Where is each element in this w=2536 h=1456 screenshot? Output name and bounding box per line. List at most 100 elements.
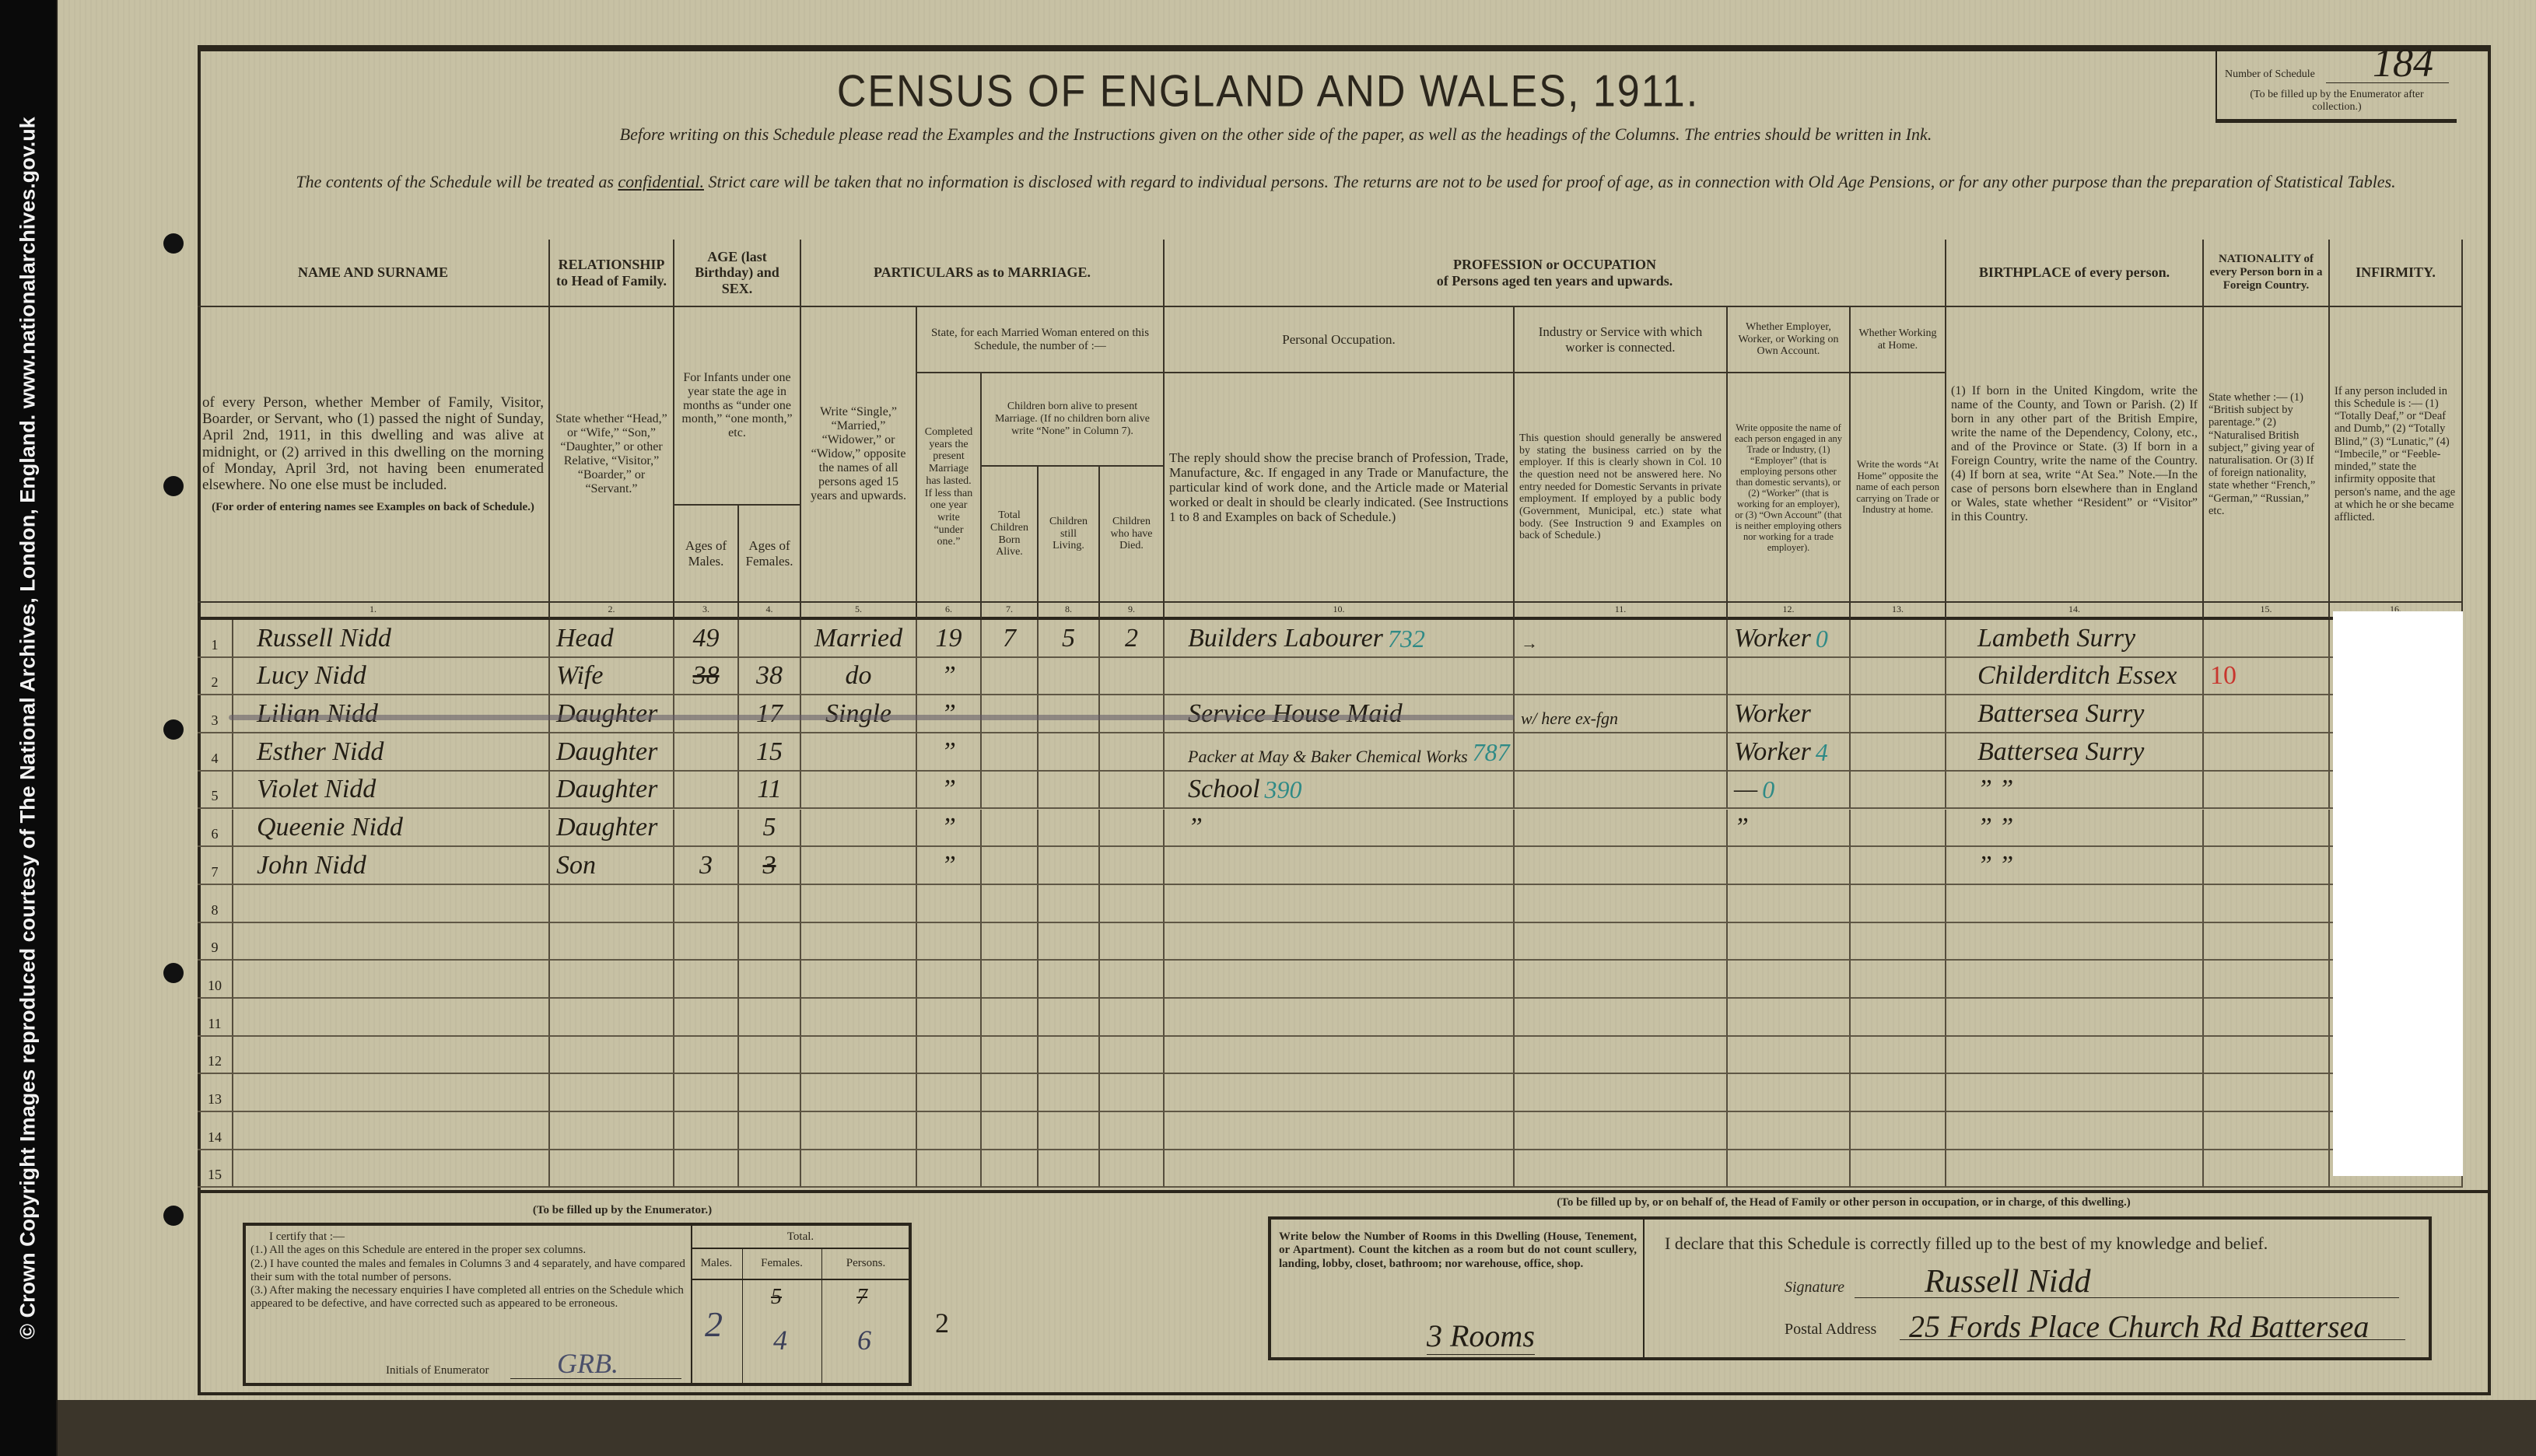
cell-occupation-value: Builders Labourer xyxy=(1188,623,1383,653)
cell-relationship: Son xyxy=(550,847,674,885)
cell-employment: Worker xyxy=(1728,695,1851,734)
table-cell xyxy=(1946,1150,2204,1188)
table-cell xyxy=(982,1150,1039,1188)
cell-occupation-value: Service House Maid xyxy=(1188,699,1403,729)
cell-occupation: School 390 xyxy=(1165,771,1515,810)
cell-relationship-value: Daughter xyxy=(556,775,658,804)
header-home-desc: Write the words “At Home” opposite the n… xyxy=(1851,373,1946,603)
binder-hole xyxy=(163,476,184,496)
column-number: 6. xyxy=(917,603,982,620)
table-cell xyxy=(550,884,674,923)
header-age-females-text: Ages of Females. xyxy=(745,538,793,569)
column-number-text: 7. xyxy=(1006,604,1013,615)
certify-item-1: (1.) All the ages on this Schedule are e… xyxy=(250,1244,587,1257)
cell-age-female: 17 xyxy=(739,695,801,734)
initials-label: Initials of Enumerator xyxy=(386,1364,489,1377)
table-cell xyxy=(982,809,1039,848)
table-cell xyxy=(1946,1036,2204,1075)
table-cell xyxy=(2204,1074,2330,1113)
table-cell xyxy=(1851,733,1946,772)
table-cell xyxy=(982,733,1039,772)
cell-occupation: Builders Labourer 732 xyxy=(1165,620,1515,658)
column-number: 9. xyxy=(1100,603,1165,620)
table-cell xyxy=(1728,657,1851,696)
table-cell xyxy=(801,1036,917,1075)
cell-birthplace-value: ” ” xyxy=(1977,775,2014,804)
cell-name-value: Russell Nidd xyxy=(257,623,391,653)
table-cell xyxy=(1728,1150,1851,1188)
table-cell xyxy=(982,1074,1039,1113)
table-cell xyxy=(982,1112,1039,1150)
table-cell xyxy=(1851,620,1946,658)
table-cell xyxy=(2204,1036,2330,1075)
header-infirmity-text: INFIRMITY. xyxy=(2356,264,2436,281)
table-cell xyxy=(1728,847,1851,885)
cell-employment-value: Worker xyxy=(1734,737,1811,766)
table-cell xyxy=(1165,847,1515,885)
cell-relationship-value: Head xyxy=(556,623,614,653)
header-home-text: Whether Working at Home. xyxy=(1858,327,1937,352)
table-cell xyxy=(1039,884,1100,923)
table-cell xyxy=(2204,695,2330,734)
cell-name: John Nidd xyxy=(233,847,550,885)
table-cell xyxy=(1165,1074,1515,1113)
table-cell xyxy=(550,922,674,961)
row-number: 4 xyxy=(198,733,233,772)
column-number: 5. xyxy=(801,603,917,620)
table-cell xyxy=(674,809,739,848)
table-cell xyxy=(1165,999,1515,1037)
row-number: 1 xyxy=(198,620,233,658)
column-number-text: 14. xyxy=(2068,604,2080,615)
header-children-living-text: Children still Living. xyxy=(1049,515,1088,552)
cell-employment-value: Worker xyxy=(1734,699,1811,729)
column-number: 15. xyxy=(2204,603,2330,620)
table-cell xyxy=(1851,1150,1946,1188)
number-of-rooms: 3 Rooms xyxy=(1427,1318,1535,1355)
row-number: 10 xyxy=(198,961,233,999)
row-number: 3 xyxy=(198,695,233,734)
table-cell xyxy=(1515,809,1728,848)
cell-employment-value: ” xyxy=(1734,813,1749,842)
persons-total: 6 xyxy=(857,1325,871,1356)
cell-occupation: ” xyxy=(1165,809,1515,848)
header-relationship-desc: State whether “Head,” or “Wife,” “Son,” … xyxy=(550,307,674,603)
header-profession-title: PROFESSION or OCCUPATION xyxy=(1452,257,1657,273)
table-cell xyxy=(982,884,1039,923)
table-cell xyxy=(1728,999,1851,1037)
table-cell xyxy=(1851,1074,1946,1113)
cell-name-value: Esther Nidd xyxy=(257,737,384,766)
certify-item-2: (2.) I have counted the males and female… xyxy=(250,1257,685,1283)
schedule-number-rule xyxy=(2326,82,2449,83)
table-cell xyxy=(1851,809,1946,848)
cell-birthplace: ” ” xyxy=(1946,809,2204,848)
table-cell xyxy=(1165,1036,1515,1075)
header-age-males: Ages of Males. xyxy=(674,506,739,603)
cell-nationality: 10 xyxy=(2204,657,2330,696)
cell-years-married-value: ” xyxy=(941,850,956,880)
header-name-desc: of every Person, whether Member of Famil… xyxy=(198,307,550,603)
table-cell xyxy=(1728,922,1851,961)
table-cell xyxy=(982,961,1039,999)
cell-employment: —0 xyxy=(1728,771,1851,810)
bottom-divider xyxy=(198,1190,2491,1193)
table-cell xyxy=(1946,961,2204,999)
table-cell xyxy=(982,999,1039,1037)
row-number: 15 xyxy=(198,1150,233,1188)
table-cell xyxy=(1100,771,1165,810)
header-occupation-desc: The reply should show the precise branch… xyxy=(1165,373,1515,603)
cell-age-female-value: 3 xyxy=(762,850,776,880)
table-cell xyxy=(1100,809,1165,848)
row-number: 11 xyxy=(198,999,233,1037)
row-number: 9 xyxy=(198,922,233,961)
males-label: Males. xyxy=(700,1257,733,1269)
table-cell xyxy=(1946,922,2204,961)
column-number-text: 8. xyxy=(1065,604,1072,615)
header-birthplace-text: BIRTHPLACE of every person. xyxy=(1978,264,2170,281)
table-cell xyxy=(233,999,550,1037)
cell-marital: Married xyxy=(801,620,917,658)
table-cell xyxy=(674,695,739,734)
table-cell xyxy=(1100,999,1165,1037)
cell-marital: Single xyxy=(801,695,917,734)
column-number-text: 4. xyxy=(765,604,773,615)
table-cell xyxy=(1100,961,1165,999)
